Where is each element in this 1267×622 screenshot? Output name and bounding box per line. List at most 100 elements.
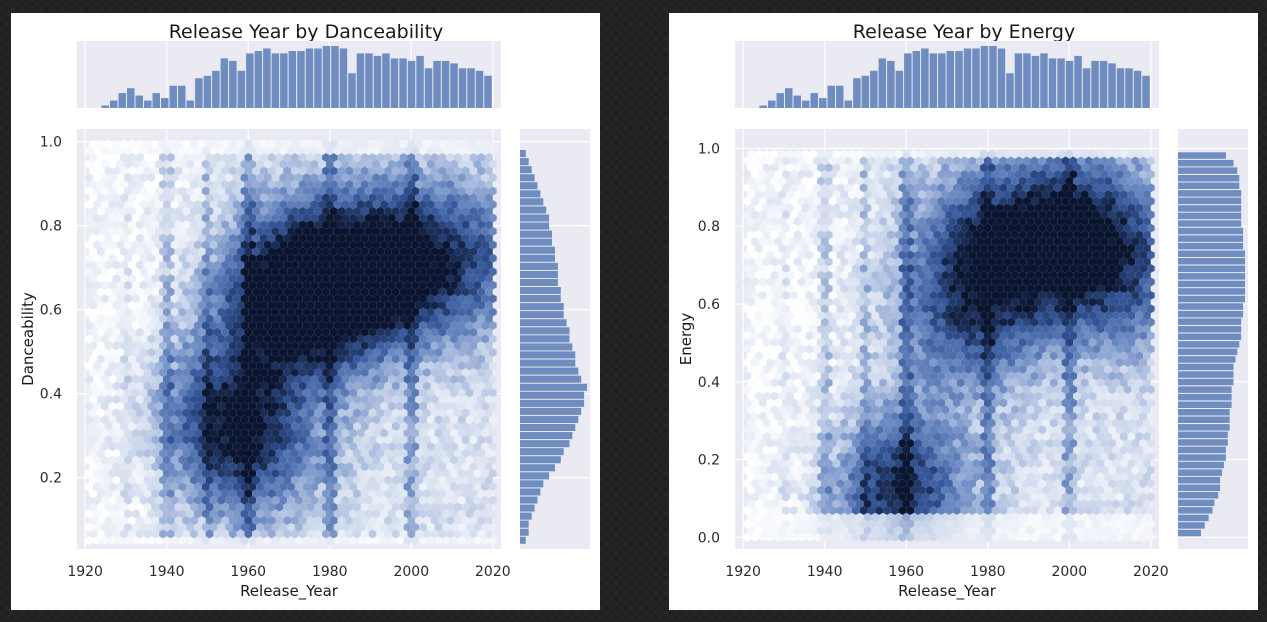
hexbin-cell xyxy=(112,300,121,310)
histogram-bar xyxy=(520,456,561,464)
hexbin-cell xyxy=(485,475,493,485)
hexbin-cell xyxy=(170,321,179,330)
histogram-bar xyxy=(520,246,555,254)
hexbin-cell xyxy=(956,405,965,415)
hexbin-cell xyxy=(260,233,268,243)
hexbin-chart-energy: Release Year by Energy 1920 1940 1960 19… xyxy=(677,21,1248,601)
hexbin-cell xyxy=(248,347,257,357)
hexbin-cell xyxy=(116,253,125,263)
hexbin-cell xyxy=(89,260,97,270)
hexbin-cell xyxy=(213,408,222,418)
hexbin-cell xyxy=(751,371,759,381)
hexbin-cell xyxy=(485,274,493,283)
hexbin-cell xyxy=(108,240,117,250)
histogram-bar xyxy=(305,48,314,108)
histogram-bar xyxy=(793,95,801,108)
hexbin-cell xyxy=(213,327,222,337)
hexbin-cell xyxy=(438,489,447,498)
hexbin-cell xyxy=(758,385,767,394)
hexbin-cell xyxy=(294,159,303,169)
hexbin-cell xyxy=(85,347,94,357)
hexbin-cell xyxy=(143,153,152,162)
hexbin-cell xyxy=(143,247,152,256)
hexbin-cell xyxy=(89,502,97,512)
hexbin-cell xyxy=(1143,337,1151,347)
hexbin-cell xyxy=(407,300,416,310)
hexbin-cell xyxy=(929,385,938,394)
hexbin-cell xyxy=(182,368,191,377)
hexbin-cell xyxy=(240,186,249,196)
hexbin-cell xyxy=(240,388,249,398)
hexbin-cell xyxy=(364,522,373,532)
histogram-bar xyxy=(229,60,237,108)
hexbin-cell xyxy=(937,411,946,421)
hexbin-cell xyxy=(863,351,872,361)
hexbin-cell xyxy=(883,438,891,448)
hexbin-cell xyxy=(844,411,852,421)
hexbin-cell xyxy=(875,506,884,515)
hexbin-cell xyxy=(263,307,272,317)
hexbin-cell xyxy=(1007,411,1015,421)
hexbin-cell xyxy=(329,327,338,337)
hexbin-cell xyxy=(1015,452,1023,462)
histogram-bar xyxy=(520,512,532,520)
hexbin-cell xyxy=(232,374,241,384)
hexbin-cell xyxy=(844,438,852,448)
hexbin-cell xyxy=(770,337,779,347)
hexbin-cell xyxy=(481,173,489,183)
hexbin-cell xyxy=(438,421,447,431)
hexbin-cell xyxy=(426,374,435,384)
hexbin-cell xyxy=(225,213,233,223)
hexbin-cell xyxy=(318,200,326,209)
hexbin-cell xyxy=(314,435,323,445)
hexbin-cell xyxy=(411,455,420,465)
hexbin-cell xyxy=(341,173,350,183)
hexbin-cell xyxy=(1015,358,1023,367)
hexbin-cell xyxy=(987,391,996,401)
hexbin-cell xyxy=(477,206,486,216)
hexbin-cell xyxy=(100,415,109,425)
hexbin-cell xyxy=(976,479,984,488)
hexbin-cell xyxy=(929,411,938,421)
hexbin-cell xyxy=(797,425,806,435)
hexbin-cell xyxy=(322,368,330,377)
hexbin-cell xyxy=(465,321,474,330)
chart-title: Release Year by Energy xyxy=(853,21,1075,43)
hexbin-cell xyxy=(1053,398,1062,408)
hexbin-cell xyxy=(918,432,926,441)
hexbin-cell xyxy=(1034,512,1043,522)
hexbin-cell xyxy=(256,522,264,532)
hexbin-cell xyxy=(1143,512,1151,522)
hexbin-cell xyxy=(236,327,245,337)
hexbin-cell xyxy=(236,274,245,283)
hexbin-cell xyxy=(213,206,222,216)
hexbin-cell xyxy=(747,378,755,388)
hexbin-cell xyxy=(875,344,884,354)
hexbin-cell xyxy=(380,280,389,290)
hexbin-cell xyxy=(489,536,497,546)
hexbin-cell xyxy=(766,411,775,421)
hexbin-cell xyxy=(987,472,996,482)
hexbin-cell xyxy=(454,475,462,485)
histogram-bar xyxy=(520,230,552,238)
hexbin-cell xyxy=(434,186,443,196)
hexbin-cell xyxy=(407,166,416,176)
hexbin-cell xyxy=(1046,479,1054,488)
hexbin-cell xyxy=(205,260,214,270)
hexbin-cell xyxy=(364,455,373,465)
hexbin-cell xyxy=(128,529,136,539)
hexbin-cell xyxy=(228,462,237,472)
hexbin-cell xyxy=(135,341,144,351)
hexbin-cell xyxy=(384,166,392,176)
hexbin-cell xyxy=(232,415,241,425)
hexbin-cell xyxy=(376,233,385,243)
hexbin-cell xyxy=(357,495,365,505)
hexbin-cell xyxy=(898,438,907,448)
x-tick-label: 2020 xyxy=(475,564,511,580)
hexbin-cell xyxy=(987,364,996,374)
hexbin-cell xyxy=(411,495,420,505)
hexbin-cell xyxy=(314,462,323,472)
hexbin-cell xyxy=(1127,512,1136,522)
hexbin-cell xyxy=(194,509,202,519)
hexbin-cell xyxy=(875,519,884,529)
